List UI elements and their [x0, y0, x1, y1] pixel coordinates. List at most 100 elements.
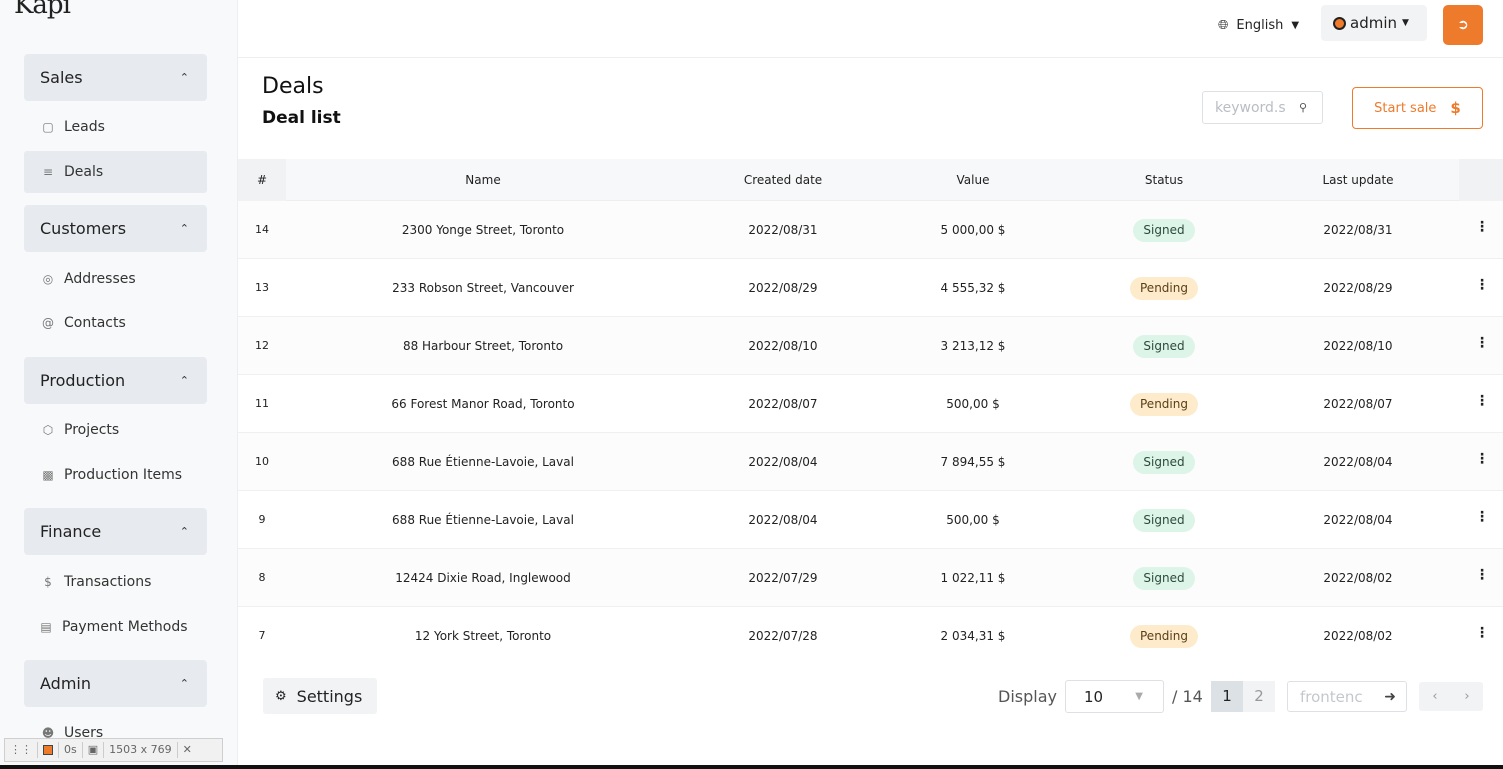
app-logo[interactable]: Kapi — [14, 0, 71, 20]
goto-page-input[interactable] — [1300, 687, 1370, 706]
status-badge: Signed — [1133, 567, 1195, 590]
table-row[interactable]: 12 88 Harbour Street, Toronto 2022/08/10… — [238, 317, 1503, 375]
sidebar-item-projects[interactable]: ⬡ Projects — [24, 409, 207, 451]
page-size-select[interactable]: 10 ▼ — [1065, 680, 1164, 713]
status-badge: Signed — [1133, 335, 1195, 358]
cell-created-date: 2022/08/04 — [748, 455, 818, 469]
cell-name: 88 Harbour Street, Toronto — [402, 339, 564, 353]
table-row[interactable]: 11 66 Forest Manor Road, Toronto 2022/08… — [238, 375, 1503, 433]
sidebar-item-label: Payment Methods — [62, 619, 188, 635]
cell-last-update: 2022/08/31 — [1323, 223, 1393, 237]
status-badge: Signed — [1133, 451, 1195, 474]
start-sale-label: Start sale — [1374, 100, 1437, 116]
recorder-dimensions: 1503 x 769 — [104, 742, 178, 758]
cell-status: Pending — [1104, 375, 1224, 433]
search-input[interactable] — [1215, 99, 1299, 116]
sidebar-item-leads[interactable]: ▢ Leads — [24, 106, 207, 148]
page-size-value: 10 — [1084, 687, 1104, 706]
next-page-button[interactable]: › — [1464, 689, 1470, 704]
cell-last-update: 2022/08/02 — [1323, 629, 1393, 643]
section-label: Customers — [40, 219, 127, 238]
recorder-timer: 0s — [59, 742, 83, 758]
column-header-created-date[interactable]: Created date — [743, 173, 823, 187]
section-label: Finance — [40, 522, 102, 541]
at-icon: @ — [42, 316, 54, 330]
cell-last-update: 2022/08/10 — [1323, 339, 1393, 353]
column-header-status[interactable]: Status — [1144, 173, 1184, 187]
sidebar-item-label: Production Items — [64, 467, 183, 483]
table-row[interactable]: 14 2300 Yonge Street, Toronto 2022/08/31… — [238, 201, 1503, 259]
row-menu-icon[interactable]: ⋮ — [1475, 509, 1489, 525]
column-header-value[interactable]: Value — [956, 173, 990, 187]
cell-created-date: 2022/08/04 — [748, 513, 818, 527]
settings-button[interactable]: ⚙ Settings — [263, 678, 377, 714]
cell-last-update: 2022/08/04 — [1323, 455, 1393, 469]
section-label: Production — [40, 371, 126, 390]
cell-id: 10 — [255, 455, 269, 468]
cell-created-date: 2022/08/07 — [748, 397, 818, 411]
logout-button[interactable]: ➲ — [1443, 5, 1483, 45]
record-stop-button[interactable] — [38, 742, 59, 758]
sidebar-item-deals[interactable]: ≡ Deals — [24, 151, 207, 193]
chevron-up-icon: ⌃ — [179, 222, 189, 235]
sidebar-item-addresses[interactable]: ◎ Addresses — [24, 258, 207, 300]
table-row[interactable]: 10 688 Rue Étienne-Lavoie, Laval 2022/08… — [238, 433, 1503, 491]
cell-id: 8 — [258, 571, 266, 584]
sidebar-item-transactions[interactable]: $ Transactions — [24, 561, 207, 603]
sidebar-item-users[interactable]: ☻ Users — [24, 712, 207, 754]
cell-id: 11 — [255, 397, 269, 410]
search-box: ⚲ — [1202, 91, 1323, 124]
sidebar-section-customers[interactable]: Customers ⌃ — [24, 205, 207, 252]
cell-status: Pending — [1104, 259, 1224, 317]
chevron-down-icon: ▼ — [1291, 19, 1300, 31]
row-menu-icon[interactable]: ⋮ — [1475, 335, 1489, 351]
chevron-up-icon: ⌃ — [179, 374, 189, 387]
users-icon: ☻ — [41, 726, 55, 740]
previous-page-button[interactable]: ‹ — [1432, 689, 1438, 704]
table-row[interactable]: 13 233 Robson Street, Vancouver 2022/08/… — [238, 259, 1503, 317]
row-menu-icon[interactable]: ⋮ — [1475, 219, 1489, 235]
page-button-1[interactable]: 1 — [1211, 681, 1243, 712]
cell-value: 500,00 $ — [946, 513, 1000, 527]
sidebar-item-contacts[interactable]: @ Contacts — [24, 302, 207, 344]
close-icon[interactable]: ✕ — [182, 743, 192, 756]
row-menu-icon[interactable]: ⋮ — [1475, 277, 1489, 293]
sidebar-item-label: Addresses — [64, 271, 136, 287]
sidebar-item-production-items[interactable]: ▩ Production Items — [24, 454, 207, 496]
search-icon[interactable]: ⚲ — [1299, 101, 1308, 114]
row-menu-icon[interactable]: ⋮ — [1475, 451, 1489, 467]
row-menu-icon[interactable]: ⋮ — [1475, 393, 1489, 409]
column-header-id[interactable]: # — [238, 159, 286, 201]
sidebar-section-sales[interactable]: Sales ⌃ — [24, 54, 207, 101]
language-selector[interactable]: 🌐︎ English ▼ — [1218, 14, 1299, 36]
page-button-2[interactable]: 2 — [1243, 681, 1275, 712]
cell-status: Signed — [1104, 491, 1224, 549]
goto-page-box: ➜ — [1287, 681, 1407, 712]
sidebar-section-finance[interactable]: Finance ⌃ — [24, 508, 207, 555]
table-row[interactable]: 9 688 Rue Étienne-Lavoie, Laval 2022/08/… — [238, 491, 1503, 549]
row-menu-icon[interactable]: ⋮ — [1475, 625, 1489, 641]
recorder-toolbar: ⋮⋮ 0s ▣ 1503 x 769 ✕ — [4, 738, 223, 762]
row-menu-icon[interactable]: ⋮ — [1475, 567, 1489, 583]
sidebar-section-admin[interactable]: Admin ⌃ — [24, 660, 207, 707]
arrow-right-circle-icon[interactable]: ➜ — [1384, 688, 1396, 705]
column-header-last-update[interactable]: Last update — [1322, 173, 1394, 187]
camera-icon[interactable]: ▣ — [83, 742, 105, 758]
drag-handle-icon[interactable]: ⋮⋮ — [5, 742, 38, 758]
table-row[interactable]: 7 12 York Street, Toronto 2022/07/28 2 0… — [238, 607, 1503, 656]
user-menu-button[interactable]: admin ▼ — [1321, 5, 1427, 41]
cell-value: 500,00 $ — [946, 397, 1000, 411]
bottom-border — [0, 765, 1503, 769]
cell-value: 7 894,55 $ — [940, 455, 1006, 469]
location-pin-icon: ◎ — [42, 272, 54, 286]
start-sale-button[interactable]: Start sale $ — [1352, 87, 1483, 129]
sidebar-item-payment-methods[interactable]: ▤ Payment Methods — [24, 606, 207, 648]
column-header-name[interactable]: Name — [465, 173, 501, 187]
cell-name: 233 Robson Street, Vancouver — [392, 281, 574, 295]
sidebar-section-production[interactable]: Production ⌃ — [24, 357, 207, 404]
status-badge: Pending — [1130, 393, 1198, 416]
sidebar-item-label: Leads — [64, 119, 105, 135]
table-row[interactable]: 8 12424 Dixie Road, Inglewood 2022/07/29… — [238, 549, 1503, 607]
cell-created-date: 2022/07/29 — [748, 571, 818, 585]
avatar — [1333, 16, 1346, 30]
